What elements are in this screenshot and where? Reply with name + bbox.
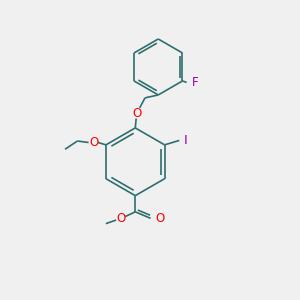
- Text: I: I: [184, 134, 188, 147]
- Text: F: F: [192, 76, 199, 89]
- Text: O: O: [155, 212, 164, 225]
- Text: O: O: [116, 212, 126, 225]
- Text: O: O: [89, 136, 98, 149]
- Text: O: O: [132, 107, 141, 120]
